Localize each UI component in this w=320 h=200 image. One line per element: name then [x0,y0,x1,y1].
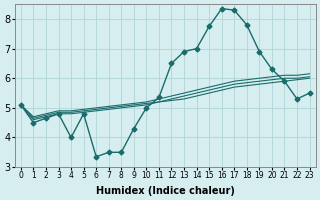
X-axis label: Humidex (Indice chaleur): Humidex (Indice chaleur) [96,186,235,196]
